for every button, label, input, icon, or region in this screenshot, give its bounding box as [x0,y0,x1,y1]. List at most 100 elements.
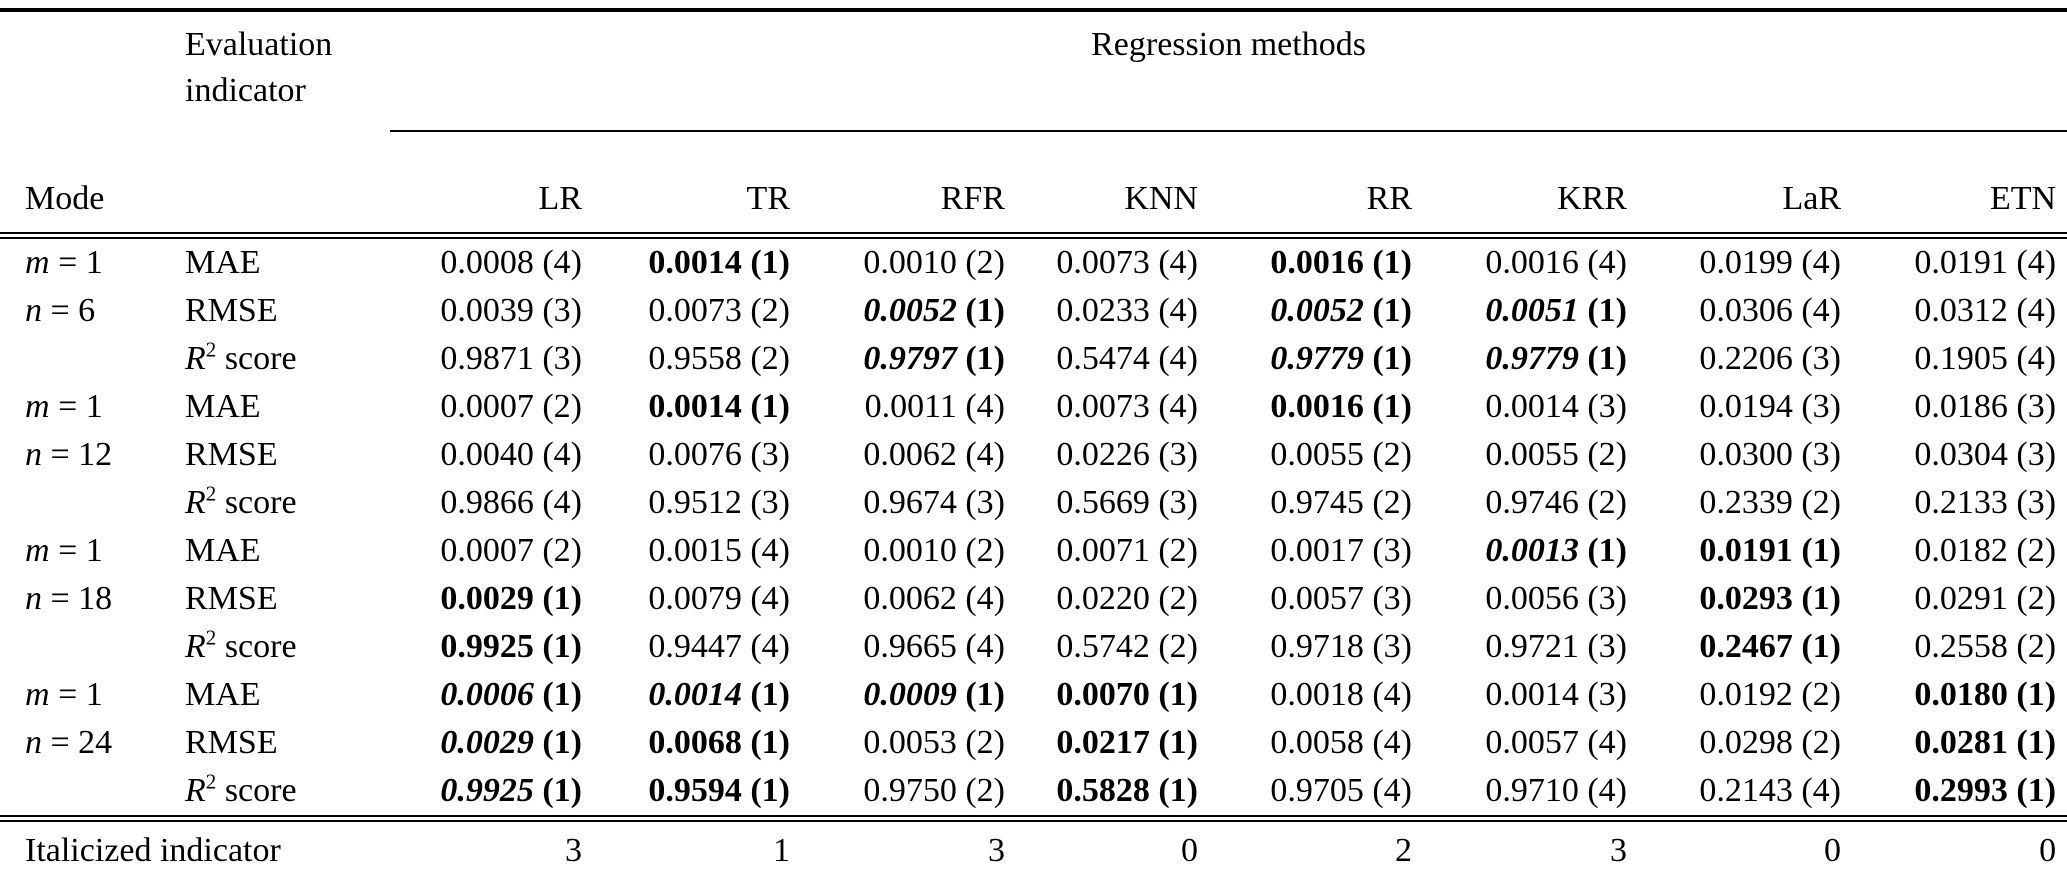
value-number: 0.9779 [1485,340,1579,377]
value-cell-TR: 0.0014 (1) [593,671,801,719]
value-cell-RR: 0.9745 (2) [1209,479,1423,527]
footer-value-LR: 3 [390,815,593,869]
value-number: 0.0194 [1699,388,1793,425]
value-number: 0.0029 [440,724,534,761]
value-rank: (4) [1792,772,1841,809]
value-number: 0.0281 [1914,724,2008,761]
value-number: 0.0016 [1270,244,1364,281]
value-cell-ETN: 0.0304 (3) [1852,431,2067,479]
value-number: 0.0226 [1056,436,1150,473]
mode-variable: n [25,724,42,761]
footer-value-RFR: 3 [801,815,1016,869]
value-cell-KNN: 0.5828 (1) [1016,767,1209,819]
value-cell-ETN: 0.0291 (2) [1852,575,2067,623]
value-rank: (3) [1578,628,1627,665]
value-number: 0.0013 [1485,532,1579,569]
table-row-11: R2 score 0.9925 (1) 0.9594 (1) 0.9750 (2) 0.… [0,767,2067,819]
table-row-1: n = 6 RMSE 0.0039 (3) 0.0073 (2) 0.0052 (1) 0… [0,287,2067,335]
value-cell-KNN: 0.0073 (4) [1016,383,1209,431]
regression-methods-group-header: Regression methods [390,10,2067,132]
value-cell-KNN: 0.0233 (4) [1016,287,1209,335]
value-cell-LaR: 0.0191 (1) [1638,527,1852,575]
value-cell-RR: 0.9718 (3) [1209,623,1423,671]
value-rank: (1) [2007,724,2057,761]
value-cell-LR: 0.9925 (1) [390,767,593,819]
value-number: 0.0312 [1914,292,2008,329]
value-number: 0.0070 [1056,676,1150,713]
value-cell-RR: 0.9779 (1) [1209,335,1423,383]
value-rank: (1) [956,292,1005,329]
value-number: 0.0079 [648,580,742,617]
value-rank: (1) [1149,676,1198,713]
value-rank: (3) [533,340,582,377]
value-rank: (1) [741,772,790,809]
indicator-cell: MAE [185,676,261,713]
indicator-superscript: 2 [205,769,217,794]
value-cell-TR: 0.9512 (3) [593,479,801,527]
value-cell-RR: 0.0018 (4) [1209,671,1423,719]
mode-cell [0,335,160,383]
value-number: 0.0014 [648,676,742,713]
value-number: 0.1905 [1914,340,2008,377]
value-cell-ETN: 0.2133 (3) [1852,479,2067,527]
value-number: 0.0220 [1056,580,1150,617]
value-rank: (2) [1149,580,1198,617]
indicator-variable: R [185,484,206,521]
indicator-variable: R [185,340,206,377]
value-rank: (2) [956,532,1005,569]
value-cell-RR: 0.9705 (4) [1209,767,1423,819]
value-number: 0.0015 [648,532,742,569]
value-number: 0.0182 [1914,532,2008,569]
value-rank: (1) [741,244,790,281]
value-number: 0.0062 [863,580,957,617]
value-number: 0.0073 [648,292,742,329]
value-number: 0.0011 [864,388,957,425]
value-number: 0.9594 [648,772,742,809]
value-number: 0.0010 [863,244,957,281]
value-number: 0.2339 [1699,484,1793,521]
value-cell-KRR: 0.0013 (1) [1423,527,1638,575]
value-cell-LR: 0.9925 (1) [390,623,593,671]
footer-value-LaR: 0 [1638,815,1852,869]
value-cell-RFR: 0.0053 (2) [801,719,1016,767]
value-number: 0.0014 [1485,676,1579,713]
value-number: 0.9447 [648,628,742,665]
mode-column-header: Mode [0,131,160,239]
value-rank: (2) [1578,436,1627,473]
value-rank: (3) [2007,388,2057,425]
group-header-row: Evaluation indicator Regression methods [0,10,2067,132]
value-rank: (1) [1578,532,1627,569]
mode-cell [0,479,160,527]
value-cell-RFR: 0.9750 (2) [801,767,1016,819]
value-number: 0.5474 [1056,340,1150,377]
value-cell-KNN: 0.5474 (4) [1016,335,1209,383]
regression-results-table: Evaluation indicator Regression methods M… [0,8,2067,869]
value-rank: (1) [1578,292,1627,329]
mode-variable: m [25,388,50,425]
value-number: 0.9710 [1485,772,1579,809]
value-number: 0.0304 [1914,436,2008,473]
value-number: 0.9925 [440,772,534,809]
mode-variable: n [25,436,42,473]
table-row-3: m = 1 MAE 0.0007 (2) 0.0014 (1) 0.0011 (4) 0.… [0,383,2067,431]
value-rank: (2) [1792,724,1841,761]
value-number: 0.0008 [440,244,534,281]
value-cell-ETN: 0.0281 (1) [1852,719,2067,767]
value-cell-ETN: 0.0182 (2) [1852,527,2067,575]
value-rank: (4) [741,580,790,617]
mode-variable: m [25,532,50,569]
value-number: 0.0180 [1914,676,2008,713]
value-rank: (4) [2007,292,2057,329]
value-cell-LaR: 0.0293 (1) [1638,575,1852,623]
value-rank: (4) [1149,388,1198,425]
value-rank: (3) [1149,436,1198,473]
value-number: 0.9797 [863,340,957,377]
value-cell-TR: 0.0079 (4) [593,575,801,623]
value-rank: (1) [533,628,582,665]
mode-cell: m = 1 [25,532,103,569]
indicator-cell: RMSE [185,724,278,761]
value-rank: (4) [533,244,582,281]
value-number: 0.9558 [648,340,742,377]
value-rank: (1) [956,340,1005,377]
